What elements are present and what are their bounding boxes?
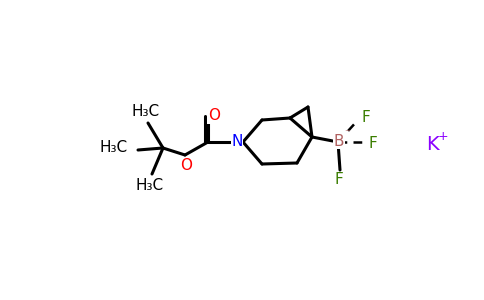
Text: H₃C: H₃C <box>132 104 160 119</box>
Text: K: K <box>426 136 439 154</box>
Text: B: B <box>334 134 344 148</box>
Text: N: N <box>231 134 242 148</box>
Text: H₃C: H₃C <box>136 178 164 194</box>
Text: O: O <box>208 109 220 124</box>
Text: H₃C: H₃C <box>100 140 128 155</box>
Text: F: F <box>334 172 343 188</box>
Text: +: + <box>438 130 448 143</box>
Text: ⁻: ⁻ <box>344 128 350 138</box>
Text: F: F <box>369 136 378 151</box>
Text: F: F <box>362 110 370 124</box>
Text: O: O <box>180 158 192 172</box>
